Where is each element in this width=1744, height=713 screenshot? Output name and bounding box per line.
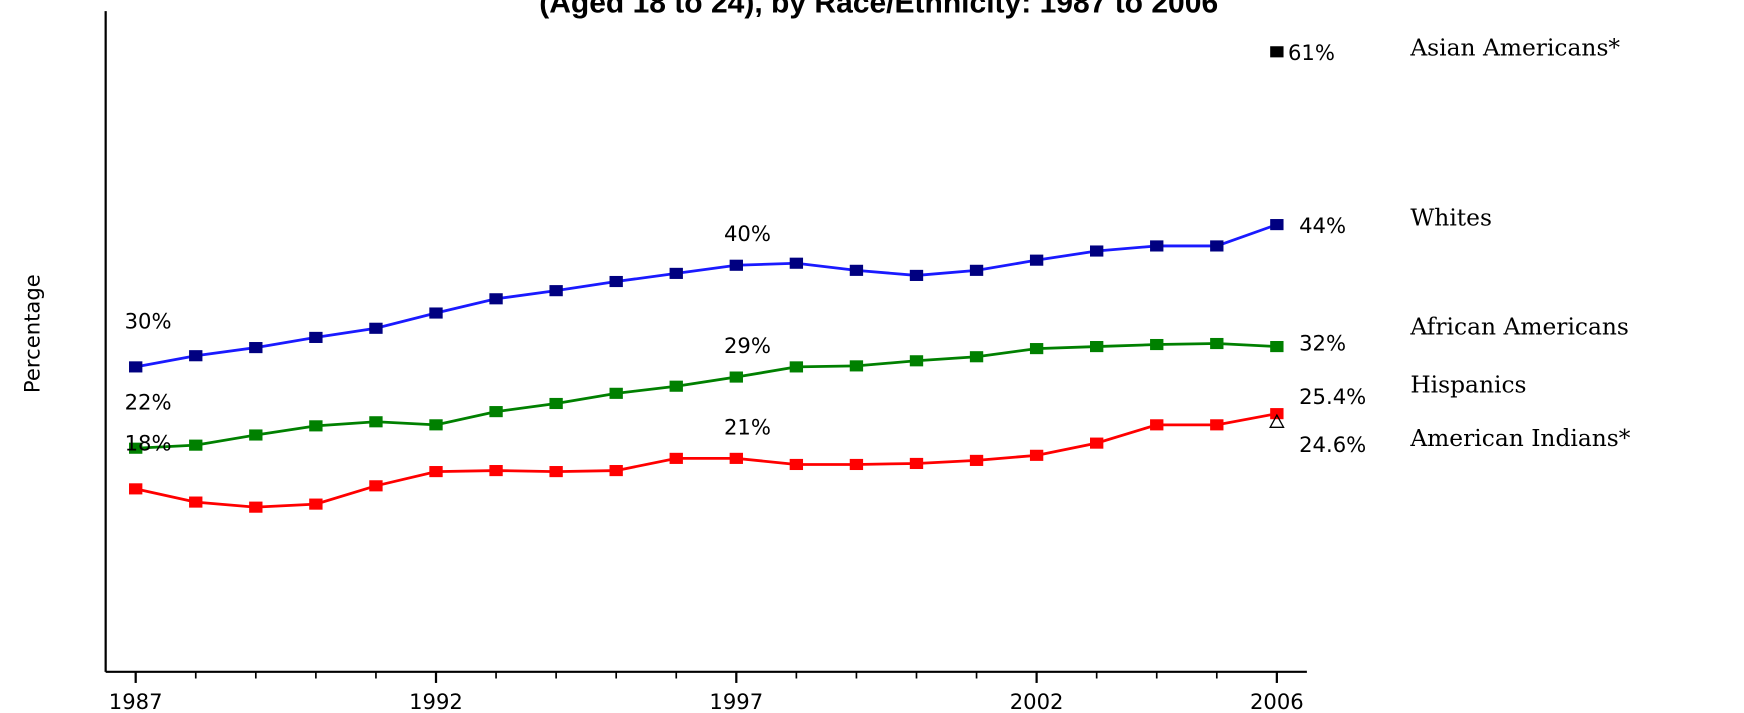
- data-label: 25.4%: [1299, 384, 1366, 409]
- marker: [1269, 413, 1285, 429]
- data-label: 24.6%: [1299, 432, 1366, 457]
- marker: [729, 452, 743, 464]
- marker: [369, 480, 383, 492]
- series-line: [135, 342, 1277, 450]
- marker: [249, 429, 263, 441]
- marker: [1270, 219, 1284, 231]
- marker: [429, 307, 443, 319]
- x-tick-label: 1987: [109, 689, 163, 713]
- marker: [1090, 341, 1104, 353]
- marker: [429, 466, 443, 478]
- marker: [789, 257, 804, 269]
- series-line: [135, 223, 1278, 369]
- chart-title: (Aged 18 to 24), by Race/Ethnicity: 1987…: [539, 0, 1218, 19]
- marker: [909, 269, 924, 281]
- marker: [1210, 337, 1224, 350]
- marker: [549, 466, 563, 478]
- marker: [789, 458, 804, 471]
- marker: [1270, 46, 1284, 58]
- marker: [969, 264, 984, 276]
- legend-label: Asian Americans*: [1409, 33, 1620, 61]
- marker: [669, 452, 683, 464]
- marker: [309, 331, 323, 343]
- marker: [849, 264, 864, 276]
- marker: [669, 380, 683, 392]
- marker: [369, 416, 383, 428]
- data-label: 21%: [724, 414, 771, 439]
- marker: [729, 259, 743, 271]
- marker: [1270, 408, 1284, 420]
- marker: [129, 483, 143, 495]
- data-label: 40%: [724, 221, 771, 246]
- marker: [969, 351, 984, 363]
- marker: [1150, 419, 1164, 431]
- data-label: 29%: [724, 333, 771, 358]
- legend-label: Whites: [1410, 204, 1492, 232]
- marker: [249, 501, 263, 513]
- marker: [1090, 245, 1104, 257]
- marker: [189, 439, 203, 451]
- marker: [309, 498, 323, 510]
- marker: [429, 419, 443, 431]
- marker: [849, 458, 864, 471]
- x-tick-label: 1997: [709, 689, 763, 713]
- marker: [909, 355, 924, 367]
- marker: [1029, 254, 1044, 266]
- marker: [369, 322, 383, 334]
- marker: [489, 465, 503, 477]
- marker: [129, 442, 143, 454]
- marker: [669, 267, 683, 279]
- marker: [1270, 341, 1284, 353]
- x-tick-label: 2006: [1250, 689, 1304, 713]
- x-tick-label: 1992: [409, 689, 463, 713]
- x-tick-label: 2002: [1010, 689, 1064, 713]
- marker: [129, 361, 143, 373]
- y-axis-label: Percentage: [19, 274, 44, 393]
- marker: [789, 361, 804, 373]
- marker: [489, 406, 503, 418]
- marker: [1090, 437, 1104, 449]
- marker: [1150, 338, 1164, 351]
- marker: [609, 465, 623, 477]
- marker: [489, 293, 503, 305]
- marker: [1029, 343, 1044, 355]
- data-label: 18%: [125, 430, 172, 455]
- data-label: 30%: [125, 308, 172, 333]
- data-label: 22%: [125, 390, 172, 415]
- data-label: 44%: [1299, 213, 1346, 238]
- marker: [609, 275, 623, 288]
- series-line: [135, 412, 1278, 509]
- marker: [849, 360, 864, 372]
- marker: [969, 454, 984, 466]
- marker: [249, 342, 263, 354]
- marker: [729, 371, 743, 383]
- marker: [1029, 449, 1044, 461]
- legend-label: American Indians*: [1409, 424, 1630, 452]
- data-label: 32%: [1299, 330, 1346, 355]
- marker: [189, 496, 203, 508]
- marker: [909, 457, 924, 470]
- marker: [309, 420, 323, 432]
- legend-label: Hispanics: [1410, 370, 1526, 398]
- marker: [1210, 419, 1224, 431]
- marker: [189, 350, 203, 362]
- marker: [609, 387, 623, 399]
- data-label: 61%: [1288, 40, 1335, 65]
- legend-label: African Americans: [1409, 313, 1629, 341]
- marker: [549, 285, 563, 297]
- marker: [1210, 240, 1224, 252]
- marker: [549, 397, 563, 410]
- marker: [1150, 240, 1164, 252]
